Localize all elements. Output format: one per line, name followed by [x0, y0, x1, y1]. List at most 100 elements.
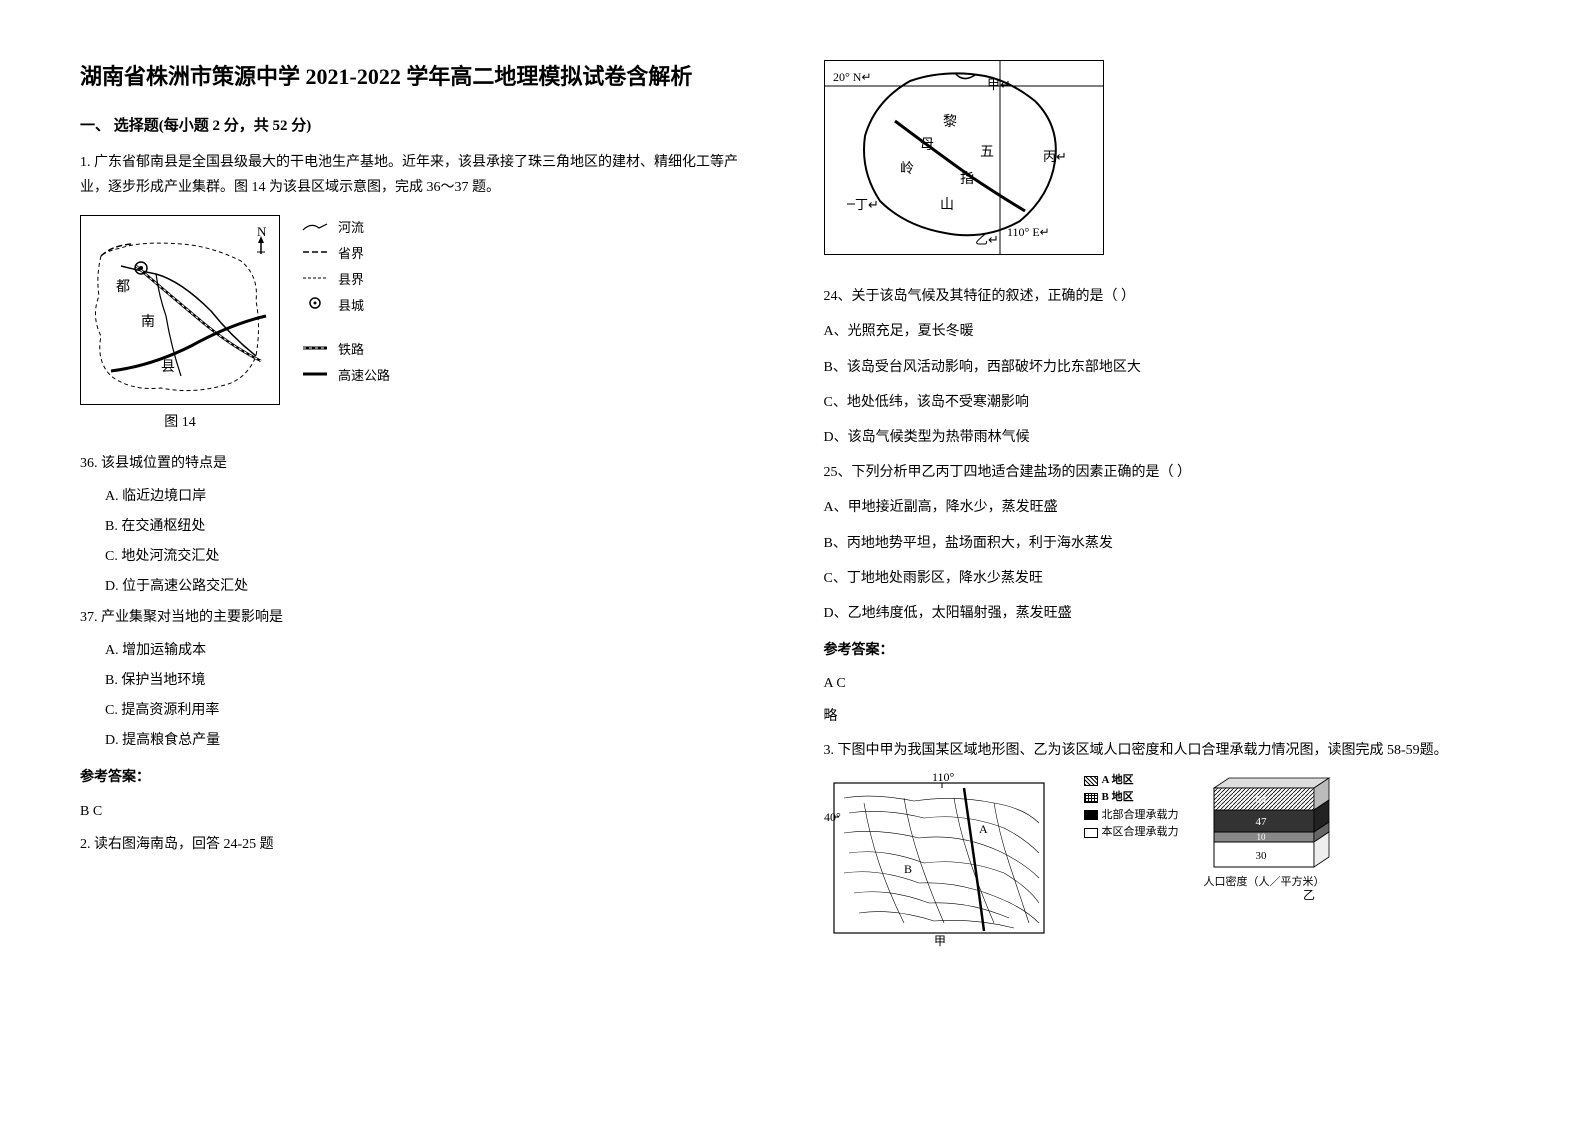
q3-lon-label: 110° — [932, 773, 955, 784]
q3-intro: 3. 下图中甲为我国某区域地形图、乙为该区域人口密度和人口合理承载力情况图，读图… — [824, 738, 1508, 763]
q1-intro: 1. 广东省郁南县是全国县级最大的干电池生产基地。近年来，该县承接了珠三角地区的… — [80, 150, 764, 200]
q1-sub37-stem: 37. 产业集聚对当地的主要影响是 — [80, 605, 764, 630]
label-mu: 母 — [920, 138, 934, 153]
legend-highway-label: 高速公路 — [338, 363, 390, 389]
map-label-du: 都 — [116, 279, 130, 295]
railway — [136, 266, 261, 361]
river-symbol — [300, 215, 330, 241]
railway-symbol — [300, 337, 330, 363]
label-zhi: 指 — [960, 171, 974, 187]
county-symbol — [300, 267, 330, 293]
q1-figure-label: 图 14 — [80, 410, 280, 435]
legend-seat: 县城 — [300, 293, 390, 319]
mountain-ridge — [895, 121, 1025, 211]
q2-25-d: D、乙地纬度低，太阳辐射强，蒸发旺盛 — [824, 601, 1508, 626]
q2-24-a: A、光照充足，夏长冬暖 — [824, 319, 1508, 344]
legend-seat-label: 县城 — [338, 293, 364, 319]
q2-sub25-stem: 25、下列分析甲乙丙丁四地适合建盐场的因素正确的是（ ） — [824, 460, 1508, 485]
legend-local-text: 本区合理承载力 — [1102, 825, 1179, 840]
label-bing: 丙↵ — [1043, 149, 1067, 164]
legend-river-label: 河流 — [338, 215, 364, 241]
val-64: 64 — [1255, 794, 1267, 806]
map-label-xian: 县 — [161, 360, 175, 375]
document-title: 湖南省株洲市策源中学 2021-2022 学年高二地理模拟试卷含解析 — [80, 60, 764, 93]
q3-chart-block: A 地区 B 地区 北部合理承载力 本区合理承载力 — [1084, 773, 1339, 903]
q2-24-b: B、该岛受台风活动影响，西部破坏力比东部地区大 — [824, 355, 1508, 380]
q3-figures: 110° 40° — [824, 773, 1508, 948]
q1-37-a: A. 增加运输成本 — [105, 638, 764, 663]
q2-25-a: A、甲地接近副高，降水少，蒸发旺盛 — [824, 495, 1508, 520]
seat-symbol — [300, 293, 330, 319]
q2-sub24-stem: 24、关于该岛气候及其特征的叙述，正确的是（ ） — [824, 284, 1508, 309]
label-li: 黎 — [943, 114, 957, 130]
legend-row-a: A 地区 — [1084, 773, 1179, 788]
highway — [111, 316, 266, 371]
q2-answer-note: 略 — [824, 704, 1508, 729]
q1-36-b: B. 在交通枢纽处 — [105, 514, 764, 539]
chart-axis-label: 人口密度（人／平方米） — [1203, 874, 1324, 888]
legend-county-label: 县界 — [338, 267, 364, 293]
q3-jia-label: 甲 — [934, 934, 946, 948]
q3-label-b: B — [904, 862, 912, 876]
legend-river: 河流 — [300, 215, 390, 241]
page-container: 湖南省株洲市策源中学 2021-2022 学年高二地理模拟试卷含解析 一、 选择… — [80, 60, 1507, 948]
q1-legend: 河流 省界 县界 — [300, 215, 390, 389]
highway-symbol — [300, 363, 330, 389]
lon-label: 110° E↵ — [1007, 225, 1050, 239]
q3-label-a: A — [979, 822, 988, 836]
q2-24-d: D、该岛气候类型为热带雨林气候 — [824, 425, 1508, 450]
legend-province-label: 省界 — [338, 241, 364, 267]
section-heading-1: 一、 选择题(每小题 2 分，共 52 分) — [80, 113, 764, 140]
swatch-north — [1084, 810, 1098, 820]
legend-north-text: 北部合理承载力 — [1102, 808, 1179, 823]
legend-province: 省界 — [300, 241, 390, 267]
legend-county: 县界 — [300, 267, 390, 293]
legend-railway: 铁路 — [300, 337, 390, 363]
val-10: 10 — [1256, 832, 1266, 842]
legend-b-text: B 地区 — [1102, 790, 1134, 805]
q2-map-svg: 20° N↵ 110° E↵ 甲↵ 乙↵ 丙↵ 丁↵ 黎 母 岭 五 指 山 — [824, 60, 1104, 255]
q1-answer: B C — [80, 799, 764, 824]
legend-row-b: B 地区 — [1084, 790, 1179, 805]
label-ding: 丁↵ — [855, 197, 879, 212]
label-ling: 岭 — [900, 161, 914, 177]
q1-map-svg: 都 南 县 N — [80, 215, 280, 405]
province-boundary — [101, 244, 131, 256]
label-jia: 甲↵ — [987, 77, 1011, 92]
q3-river — [964, 788, 984, 931]
left-column: 湖南省株洲市策源中学 2021-2022 学年高二地理模拟试卷含解析 一、 选择… — [80, 60, 764, 948]
q1-sub36-stem: 36. 该县城位置的特点是 — [80, 451, 764, 476]
question-1: 1. 广东省郁南县是全国县级最大的干电池生产基地。近年来，该县承接了珠三角地区的… — [80, 150, 764, 824]
q2-25-c: C、丁地地处雨影区，降水少蒸发旺 — [824, 566, 1508, 591]
q1-36-c: C. 地处河流交汇处 — [105, 544, 764, 569]
q1-36-a: A. 临近边境口岸 — [105, 484, 764, 509]
q3-terrain-map: 110° 40° — [824, 773, 1054, 948]
q3-3d-chart: 64 47 10 30 — [1189, 773, 1339, 903]
val-30: 30 — [1255, 850, 1267, 862]
q2-answer-heading: 参考答案： — [824, 638, 1508, 663]
val-47: 47 — [1255, 816, 1267, 828]
legend-row-north: 北部合理承载力 — [1084, 808, 1179, 823]
q2-25-b: B、丙地地势平坦，盐场面积大，利于海水蒸发 — [824, 531, 1508, 556]
q2-intro: 2. 读右图海南岛，回答 24-25 题 — [80, 832, 764, 857]
swatch-a — [1084, 776, 1098, 786]
province-symbol — [300, 241, 330, 267]
q1-37-d: D. 提高粮食总产量 — [105, 728, 764, 753]
q2-24-c: C、地处低纬，该岛不受寒潮影响 — [824, 390, 1508, 415]
legend-row-local: 本区合理承载力 — [1084, 825, 1179, 840]
contours — [844, 796, 1039, 928]
railway-ties — [136, 266, 261, 361]
q1-figure: 都 南 县 N 河流 — [80, 215, 764, 435]
map-label-nan: 南 — [141, 314, 155, 330]
q2-answer: A C — [824, 671, 1508, 696]
legend-a-text: A 地区 — [1102, 773, 1134, 788]
county-seat-inner — [139, 266, 143, 270]
label-wu: 五 — [980, 145, 994, 160]
lat-label: 20° N↵ — [833, 70, 872, 84]
q3-yi-label: 乙 — [1302, 888, 1314, 902]
q1-37-b: B. 保护当地环境 — [105, 668, 764, 693]
q3-chart-legend: A 地区 B 地区 北部合理承载力 本区合理承载力 — [1084, 773, 1179, 843]
legend-highway: 高速公路 — [300, 363, 390, 389]
north-label: N — [257, 224, 267, 239]
legend-railway-label: 铁路 — [338, 337, 364, 363]
